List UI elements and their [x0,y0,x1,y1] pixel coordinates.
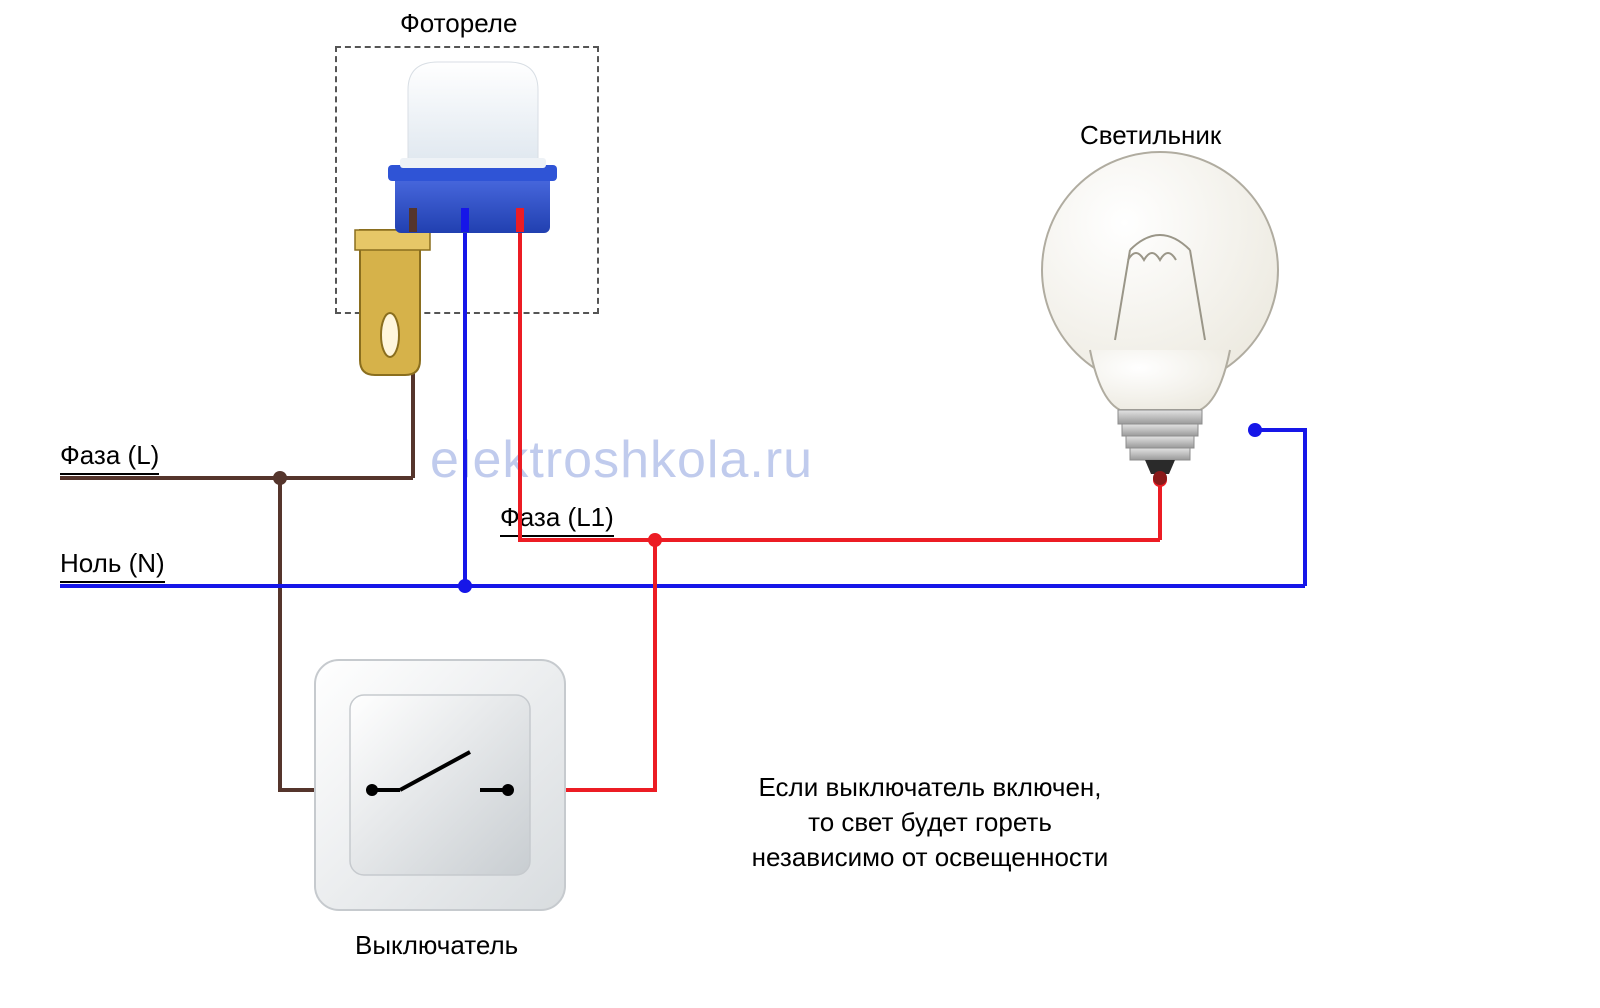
node-N-relay [458,579,472,593]
wire-N-to-bulb [1255,430,1305,586]
note-line-2: то свет будет гореть [808,807,1052,837]
wire-L1-from-relay [520,218,1160,540]
switch-label: Выключатель [355,930,518,961]
node-bulb-red [1153,473,1167,487]
note-text: Если выключатель включен, то свет будет … [700,770,1160,875]
note-line-3: независимо от освещенности [752,842,1109,872]
photorelay-dashed-box [335,46,599,314]
light-bulb [1042,152,1278,485]
neutral-N-label: Ноль (N) [60,548,165,583]
note-line-1: Если выключатель включен, [759,772,1102,802]
node-bulb-blue [1248,423,1262,437]
wire-L-to-switch [280,478,356,790]
wire-L1-to-switch [518,540,655,790]
watermark: elektroshkola.ru [430,430,813,490]
node-L1-switch [648,533,662,547]
lamp-label: Светильник [1080,120,1221,151]
phase-L1-label: Фаза (L1) [500,502,614,537]
wall-switch [315,660,565,910]
node-L-branch [273,471,287,485]
photorelay-label: Фотореле [400,8,517,39]
diagram-canvas: Фотореле Светильник Фаза (L) Фаза (L1) Н… [0,0,1600,1008]
phase-L-label: Фаза (L) [60,440,159,475]
